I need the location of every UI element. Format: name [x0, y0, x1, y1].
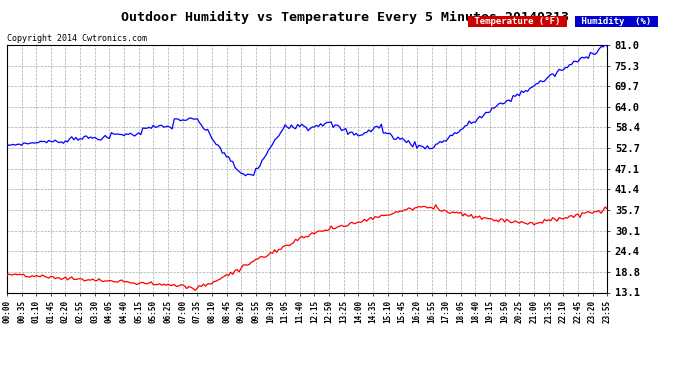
Text: Temperature (°F): Temperature (°F) [469, 17, 566, 26]
Text: Outdoor Humidity vs Temperature Every 5 Minutes 20140313: Outdoor Humidity vs Temperature Every 5 … [121, 11, 569, 24]
Text: Copyright 2014 Cwtronics.com: Copyright 2014 Cwtronics.com [7, 34, 147, 43]
Text: Humidity  (%): Humidity (%) [576, 17, 657, 26]
